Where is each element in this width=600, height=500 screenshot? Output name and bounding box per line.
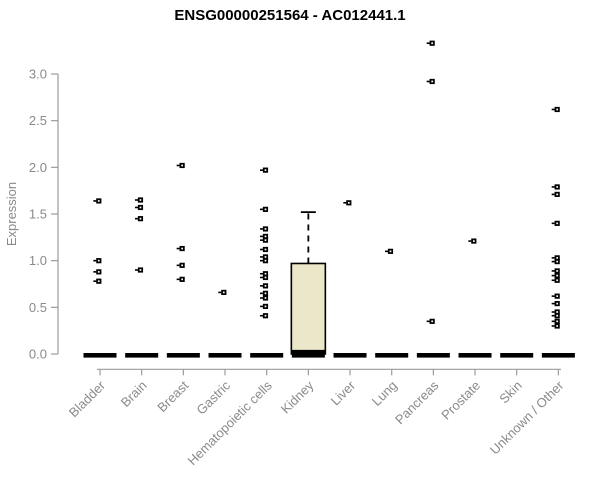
y-tick-label: 3.0 <box>29 67 47 82</box>
data-point-center <box>556 108 559 111</box>
x-tick-label: Brain <box>118 378 150 410</box>
y-tick-label: 1.0 <box>29 253 47 268</box>
data-point-center <box>264 297 267 299</box>
x-tick-label: Kidney <box>278 377 317 416</box>
x-tick-label: Liver <box>328 377 359 408</box>
data-point-center <box>139 206 142 209</box>
zero-cluster-bar <box>125 353 159 358</box>
x-tick-label: Prostate <box>438 378 483 423</box>
data-point-center <box>139 199 142 201</box>
zero-cluster-bar <box>541 353 575 358</box>
data-point-center <box>139 217 142 220</box>
data-point-center <box>556 279 559 282</box>
data-point-center <box>556 260 559 263</box>
data-point-center <box>472 240 475 242</box>
data-point-center <box>181 278 183 281</box>
data-point-center <box>97 280 100 283</box>
x-tick-label: Pancreas <box>392 377 442 427</box>
data-point-center <box>556 186 559 188</box>
data-point-center <box>264 228 267 230</box>
data-point-center <box>556 257 559 259</box>
data-point-center <box>556 295 559 297</box>
zero-cluster-bar <box>416 353 450 358</box>
data-point-center <box>264 292 267 295</box>
data-point-center <box>97 271 100 273</box>
x-tick-label: Lung <box>369 378 400 409</box>
data-point-center <box>389 250 392 253</box>
data-point-center <box>181 247 183 250</box>
data-point-center <box>347 201 350 204</box>
data-point-center <box>264 314 267 317</box>
data-point-center <box>431 80 434 83</box>
y-tick-label: 0.5 <box>29 300 47 315</box>
y-tick-label: 2.0 <box>29 160 47 175</box>
data-point-center <box>556 274 559 277</box>
data-point-center <box>264 276 267 279</box>
x-tick-label: Unknown / Other <box>487 377 567 457</box>
data-point-center <box>264 272 267 275</box>
zero-cluster-bar <box>83 353 117 358</box>
data-point-center <box>556 193 559 196</box>
data-point-center <box>181 164 183 167</box>
data-point-center <box>97 200 100 202</box>
zero-cluster-bar <box>500 353 534 358</box>
data-point-center <box>556 222 559 225</box>
data-point-center <box>556 320 559 323</box>
box-body <box>290 262 327 355</box>
zero-cluster-bar <box>250 353 284 358</box>
zero-cluster-bar <box>458 353 492 358</box>
data-point-center <box>264 259 267 262</box>
y-tick-label: 1.5 <box>29 207 47 222</box>
data-point-center <box>181 264 183 267</box>
data-point-center <box>556 314 559 317</box>
x-tick-label: Breast <box>154 378 191 415</box>
data-point-center <box>264 169 267 171</box>
data-point-center <box>97 259 100 262</box>
y-tick-label: 2.5 <box>29 113 47 128</box>
zero-cluster-bar <box>375 353 409 358</box>
data-point-center <box>264 239 267 241</box>
data-point-center <box>139 269 142 271</box>
data-point-center <box>556 302 559 305</box>
data-point-center <box>264 305 267 308</box>
zero-cluster-bar <box>291 353 325 358</box>
x-tick-label: Bladder <box>66 377 109 420</box>
zero-cluster-bar <box>333 353 367 358</box>
data-point-center <box>264 248 267 251</box>
x-tick-label: Skin <box>496 378 524 406</box>
data-point-center <box>222 291 225 294</box>
data-point-center <box>556 325 559 327</box>
data-point-center <box>264 208 267 211</box>
data-point-center <box>556 270 559 272</box>
data-point-center <box>431 320 434 323</box>
data-point-center <box>264 285 267 287</box>
y-tick-label: 0.0 <box>29 347 47 362</box>
data-point-center <box>264 235 267 238</box>
chart-title: ENSG00000251564 - AC012441.1 <box>174 7 406 24</box>
data-point-center <box>556 311 559 313</box>
data-point-center <box>431 42 434 45</box>
y-axis-title: Expression <box>4 182 19 246</box>
zero-cluster-bar <box>208 353 242 358</box>
data-point-center <box>264 256 267 258</box>
zero-cluster-bar <box>166 353 200 358</box>
x-tick-label: Gastric <box>193 377 233 417</box>
